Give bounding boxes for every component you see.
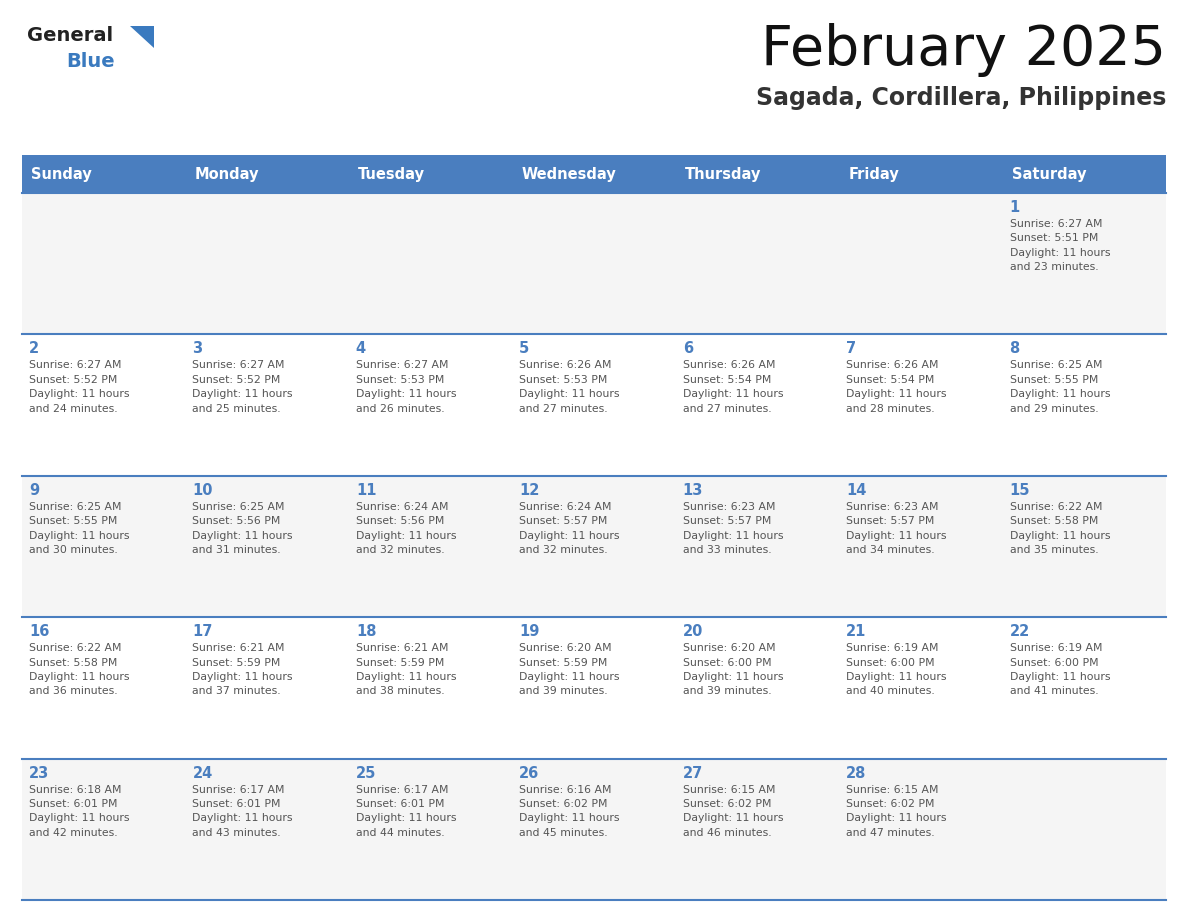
Text: 15: 15 [1010,483,1030,498]
Text: Thursday: Thursday [684,166,762,182]
Text: 19: 19 [519,624,539,639]
Text: 4: 4 [356,341,366,356]
Text: Sunrise: 6:15 AM
Sunset: 6:02 PM
Daylight: 11 hours
and 47 minutes.: Sunrise: 6:15 AM Sunset: 6:02 PM Dayligh… [846,785,947,838]
Bar [839,155,1003,193]
Text: Blue: Blue [67,52,114,71]
Text: Sunrise: 6:27 AM
Sunset: 5:51 PM
Daylight: 11 hours
and 23 minutes.: Sunrise: 6:27 AM Sunset: 5:51 PM Dayligh… [1010,219,1110,273]
Text: 20: 20 [683,624,703,639]
Text: 9: 9 [29,483,39,498]
Bar [185,155,349,193]
Text: Sunrise: 6:16 AM
Sunset: 6:02 PM
Daylight: 11 hours
and 45 minutes.: Sunrise: 6:16 AM Sunset: 6:02 PM Dayligh… [519,785,620,838]
Text: Sunrise: 6:20 AM
Sunset: 6:00 PM
Daylight: 11 hours
and 39 minutes.: Sunrise: 6:20 AM Sunset: 6:00 PM Dayligh… [683,644,783,697]
Text: 8: 8 [1010,341,1019,356]
Text: 25: 25 [356,766,377,780]
Text: 2: 2 [29,341,39,356]
Text: 3: 3 [192,341,202,356]
Text: Sunrise: 6:24 AM
Sunset: 5:56 PM
Daylight: 11 hours
and 32 minutes.: Sunrise: 6:24 AM Sunset: 5:56 PM Dayligh… [356,502,456,555]
Text: Friday: Friday [848,166,899,182]
Text: Sunrise: 6:25 AM
Sunset: 5:56 PM
Daylight: 11 hours
and 31 minutes.: Sunrise: 6:25 AM Sunset: 5:56 PM Dayligh… [192,502,293,555]
Text: 5: 5 [519,341,530,356]
Text: 21: 21 [846,624,866,639]
Bar [23,617,1165,758]
Text: Sunrise: 6:27 AM
Sunset: 5:53 PM
Daylight: 11 hours
and 26 minutes.: Sunrise: 6:27 AM Sunset: 5:53 PM Dayligh… [356,361,456,414]
Text: Sunrise: 6:24 AM
Sunset: 5:57 PM
Daylight: 11 hours
and 32 minutes.: Sunrise: 6:24 AM Sunset: 5:57 PM Dayligh… [519,502,620,555]
Text: Sunrise: 6:17 AM
Sunset: 6:01 PM
Daylight: 11 hours
and 43 minutes.: Sunrise: 6:17 AM Sunset: 6:01 PM Dayligh… [192,785,293,838]
Text: 11: 11 [356,483,377,498]
Text: Sunrise: 6:21 AM
Sunset: 5:59 PM
Daylight: 11 hours
and 37 minutes.: Sunrise: 6:21 AM Sunset: 5:59 PM Dayligh… [192,644,293,697]
Text: Sunrise: 6:19 AM
Sunset: 6:00 PM
Daylight: 11 hours
and 40 minutes.: Sunrise: 6:19 AM Sunset: 6:00 PM Dayligh… [846,644,947,697]
Bar [23,155,185,193]
Text: Sunrise: 6:23 AM
Sunset: 5:57 PM
Daylight: 11 hours
and 33 minutes.: Sunrise: 6:23 AM Sunset: 5:57 PM Dayligh… [683,502,783,555]
Text: 23: 23 [29,766,49,780]
Text: Sunrise: 6:25 AM
Sunset: 5:55 PM
Daylight: 11 hours
and 29 minutes.: Sunrise: 6:25 AM Sunset: 5:55 PM Dayligh… [1010,361,1110,414]
Text: 7: 7 [846,341,857,356]
Text: Sunrise: 6:17 AM
Sunset: 6:01 PM
Daylight: 11 hours
and 44 minutes.: Sunrise: 6:17 AM Sunset: 6:01 PM Dayligh… [356,785,456,838]
Text: 18: 18 [356,624,377,639]
Text: Sunrise: 6:26 AM
Sunset: 5:54 PM
Daylight: 11 hours
and 28 minutes.: Sunrise: 6:26 AM Sunset: 5:54 PM Dayligh… [846,361,947,414]
Text: Sunrise: 6:22 AM
Sunset: 5:58 PM
Daylight: 11 hours
and 36 minutes.: Sunrise: 6:22 AM Sunset: 5:58 PM Dayligh… [29,644,129,697]
Bar [512,155,676,193]
Text: Sunrise: 6:19 AM
Sunset: 6:00 PM
Daylight: 11 hours
and 41 minutes.: Sunrise: 6:19 AM Sunset: 6:00 PM Dayligh… [1010,644,1110,697]
Text: Sunrise: 6:23 AM
Sunset: 5:57 PM
Daylight: 11 hours
and 34 minutes.: Sunrise: 6:23 AM Sunset: 5:57 PM Dayligh… [846,502,947,555]
Text: Sunrise: 6:27 AM
Sunset: 5:52 PM
Daylight: 11 hours
and 24 minutes.: Sunrise: 6:27 AM Sunset: 5:52 PM Dayligh… [29,361,129,414]
Text: 22: 22 [1010,624,1030,639]
Bar [23,334,1165,476]
Text: Sagada, Cordillera, Philippines: Sagada, Cordillera, Philippines [756,86,1165,110]
Text: Sunrise: 6:25 AM
Sunset: 5:55 PM
Daylight: 11 hours
and 30 minutes.: Sunrise: 6:25 AM Sunset: 5:55 PM Dayligh… [29,502,129,555]
Text: Sunrise: 6:18 AM
Sunset: 6:01 PM
Daylight: 11 hours
and 42 minutes.: Sunrise: 6:18 AM Sunset: 6:01 PM Dayligh… [29,785,129,838]
Text: 1: 1 [1010,200,1019,215]
Text: Monday: Monday [195,166,259,182]
Text: Sunrise: 6:20 AM
Sunset: 5:59 PM
Daylight: 11 hours
and 39 minutes.: Sunrise: 6:20 AM Sunset: 5:59 PM Dayligh… [519,644,620,697]
Text: Wednesday: Wednesday [522,166,617,182]
Text: 17: 17 [192,624,213,639]
Text: February 2025: February 2025 [762,23,1165,77]
Text: 13: 13 [683,483,703,498]
Bar [1003,155,1165,193]
Bar [23,476,1165,617]
Text: Sunrise: 6:27 AM
Sunset: 5:52 PM
Daylight: 11 hours
and 25 minutes.: Sunrise: 6:27 AM Sunset: 5:52 PM Dayligh… [192,361,293,414]
Text: Tuesday: Tuesday [358,166,425,182]
Text: 24: 24 [192,766,213,780]
Text: Sunday: Sunday [31,166,91,182]
Text: Saturday: Saturday [1011,166,1086,182]
Text: Sunrise: 6:15 AM
Sunset: 6:02 PM
Daylight: 11 hours
and 46 minutes.: Sunrise: 6:15 AM Sunset: 6:02 PM Dayligh… [683,785,783,838]
Bar [23,193,1165,334]
Text: 12: 12 [519,483,539,498]
Text: Sunrise: 6:21 AM
Sunset: 5:59 PM
Daylight: 11 hours
and 38 minutes.: Sunrise: 6:21 AM Sunset: 5:59 PM Dayligh… [356,644,456,697]
Text: 10: 10 [192,483,213,498]
Text: General: General [27,26,113,45]
Polygon shape [129,26,154,48]
Bar [23,758,1165,900]
Bar [676,155,839,193]
Text: 28: 28 [846,766,866,780]
Text: Sunrise: 6:22 AM
Sunset: 5:58 PM
Daylight: 11 hours
and 35 minutes.: Sunrise: 6:22 AM Sunset: 5:58 PM Dayligh… [1010,502,1110,555]
Text: 6: 6 [683,341,693,356]
Text: 26: 26 [519,766,539,780]
Text: Sunrise: 6:26 AM
Sunset: 5:53 PM
Daylight: 11 hours
and 27 minutes.: Sunrise: 6:26 AM Sunset: 5:53 PM Dayligh… [519,361,620,414]
Text: Sunrise: 6:26 AM
Sunset: 5:54 PM
Daylight: 11 hours
and 27 minutes.: Sunrise: 6:26 AM Sunset: 5:54 PM Dayligh… [683,361,783,414]
Bar [349,155,512,193]
Text: 27: 27 [683,766,703,780]
Text: 14: 14 [846,483,866,498]
Text: 16: 16 [29,624,50,639]
